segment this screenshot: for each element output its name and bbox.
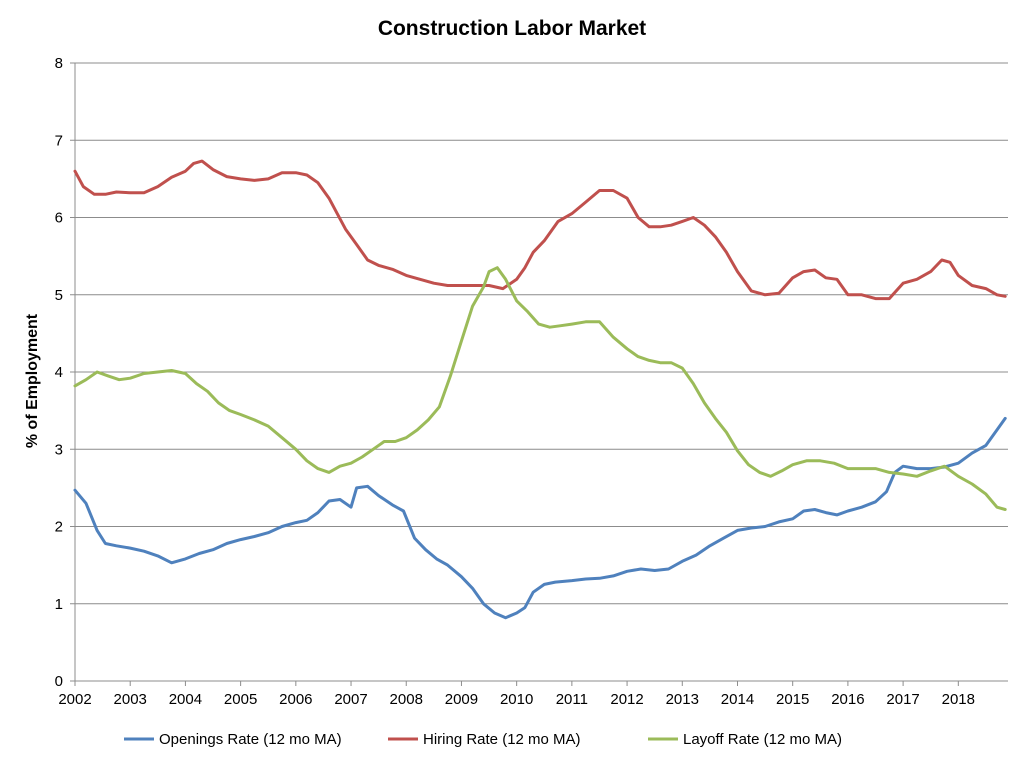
x-tick-label-2010: 2010: [500, 691, 533, 708]
x-tick-label-2005: 2005: [224, 691, 257, 708]
y-tick-label-3: 3: [55, 441, 63, 458]
x-tick-label-2006: 2006: [279, 691, 312, 708]
x-tick-label-2018: 2018: [942, 691, 975, 708]
y-tick-label-8: 8: [55, 55, 63, 72]
x-tick-labels: 2002 2003 2004 2005 2006 2007 2008 2009 2010 2011…: [58, 681, 975, 708]
x-tick-label-2011: 2011: [556, 691, 588, 708]
series-line-layoff: [73, 266, 1007, 511]
series-lines: [73, 159, 1007, 620]
gridlines: [75, 62, 1008, 605]
x-tick-label-2014: 2014: [721, 691, 754, 708]
y-tick-labels: 0 1 2 3 4 5 6 7 8: [55, 55, 75, 690]
y-axis-label: % of Employment: [24, 313, 41, 448]
x-tick-label-2007: 2007: [334, 691, 367, 708]
x-tick-label-2008: 2008: [390, 691, 423, 708]
legend-label-openings: Openings Rate (12 mo MA): [159, 731, 342, 748]
y-tick-label-7: 7: [55, 132, 63, 149]
x-tick-label-2012: 2012: [610, 691, 643, 708]
legend: Openings Rate (12 mo MA) Hiring Rate (12 …: [124, 731, 842, 748]
x-tick-label-2004: 2004: [169, 691, 202, 708]
y-tick-label-6: 6: [55, 210, 63, 227]
legend-label-layoff: Layoff Rate (12 mo MA): [683, 731, 842, 748]
series-line-hiring: [73, 159, 1007, 301]
x-tick-label-2016: 2016: [831, 691, 864, 708]
series-line-openings: [73, 416, 1007, 620]
x-tick-label-2015: 2015: [776, 691, 809, 708]
y-tick-label-1: 1: [55, 596, 63, 613]
legend-item-hiring: Hiring Rate (12 mo MA): [388, 731, 581, 748]
legend-item-openings: Openings Rate (12 mo MA): [124, 731, 342, 748]
x-tick-label-2013: 2013: [666, 691, 699, 708]
x-tick-label-2002: 2002: [58, 691, 91, 708]
y-tick-label-5: 5: [55, 287, 63, 304]
chart-title: Construction Labor Market: [378, 17, 646, 40]
x-tick-label-2017: 2017: [886, 691, 919, 708]
y-tick-label-4: 4: [55, 364, 63, 381]
legend-item-layoff: Layoff Rate (12 mo MA): [648, 731, 842, 748]
y-tick-label-0: 0: [55, 673, 63, 690]
x-tick-label-2003: 2003: [114, 691, 147, 708]
y-tick-label-2: 2: [55, 519, 63, 536]
legend-label-hiring: Hiring Rate (12 mo MA): [423, 731, 581, 748]
x-tick-label-2009: 2009: [445, 691, 478, 708]
